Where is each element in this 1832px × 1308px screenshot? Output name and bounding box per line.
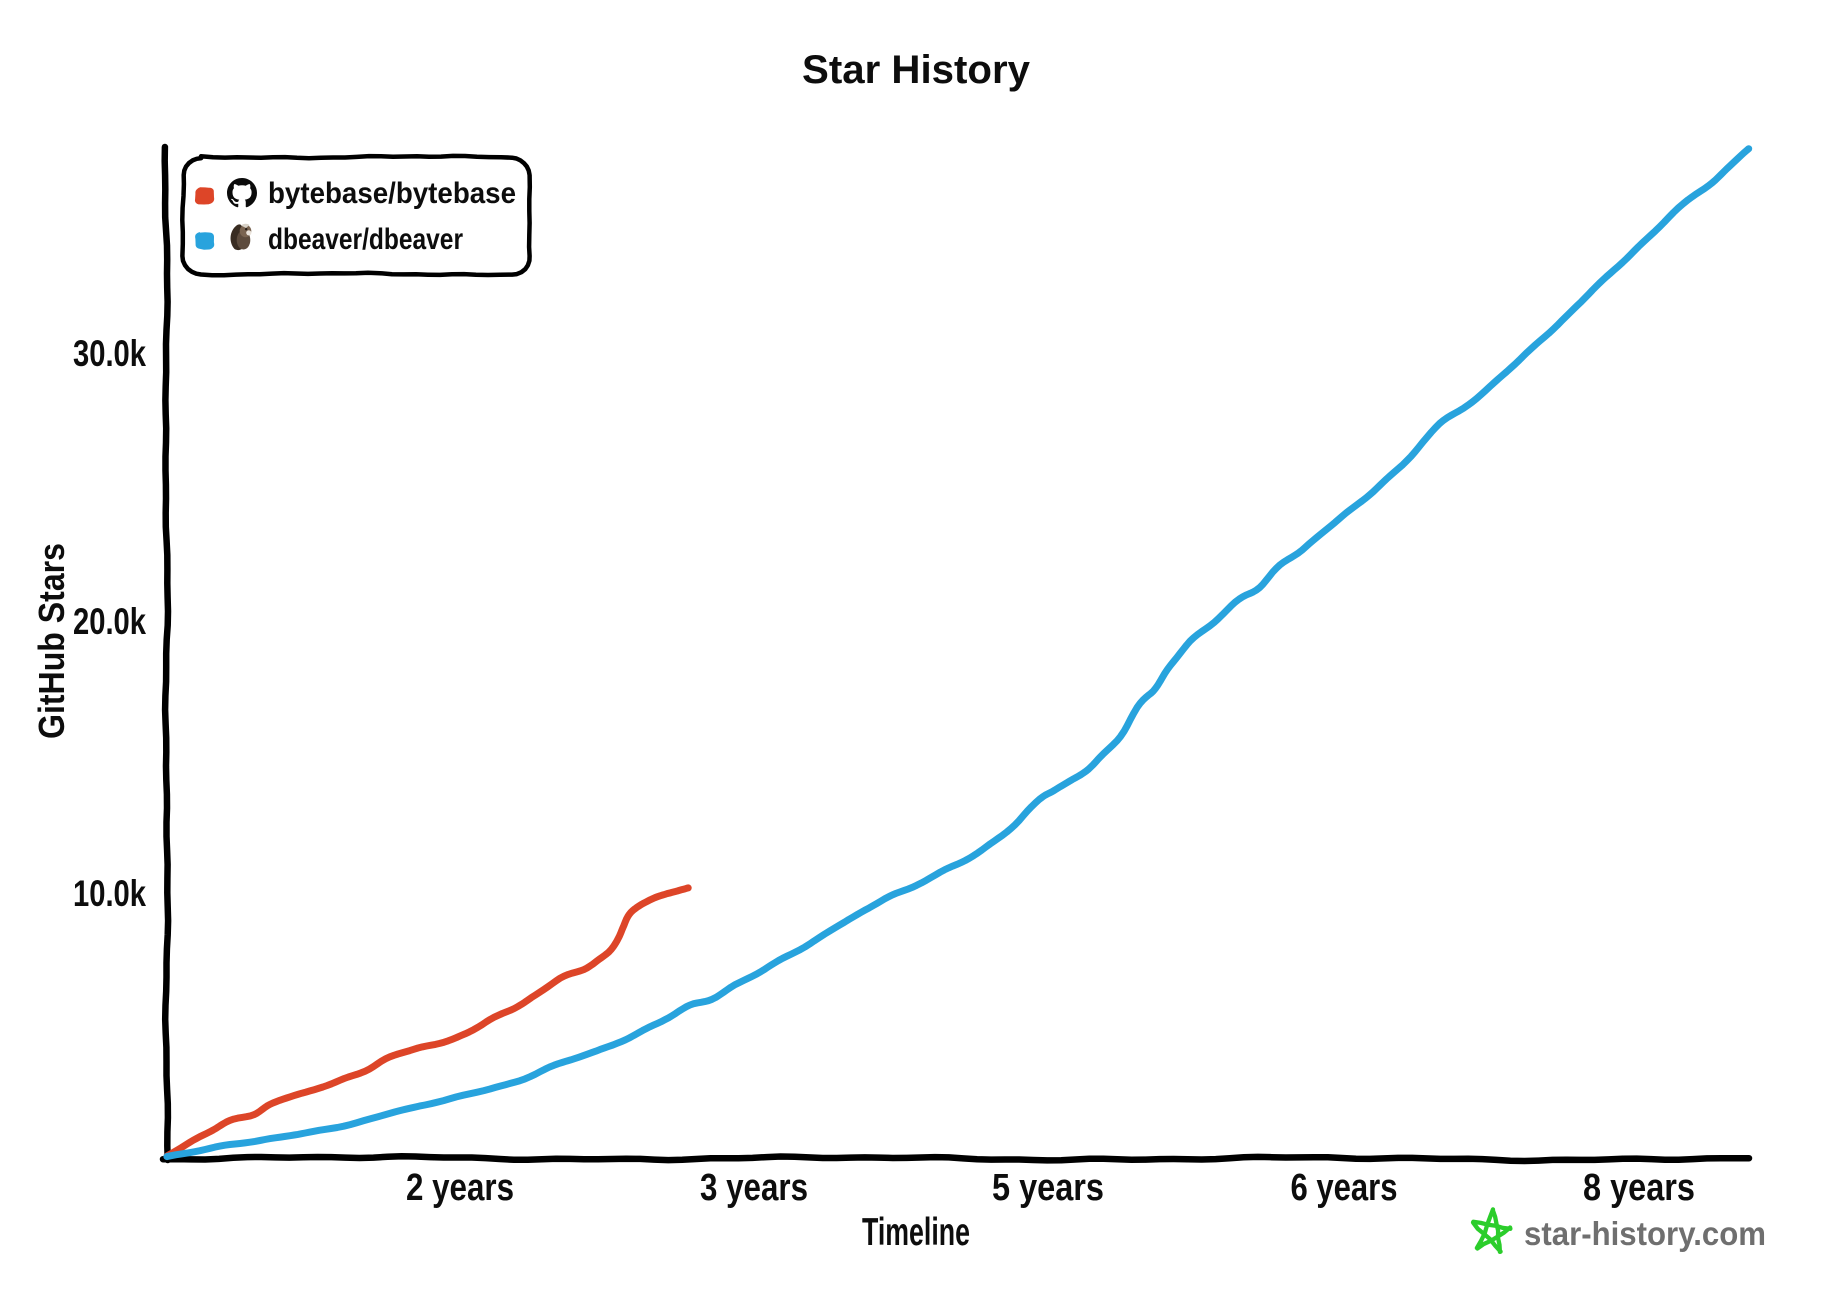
svg-text:8 years: 8 years (1583, 1167, 1695, 1209)
svg-text:30.0k: 30.0k (73, 333, 146, 374)
svg-text:6 years: 6 years (1291, 1167, 1398, 1209)
svg-text:dbeaver/dbeaver: dbeaver/dbeaver (268, 223, 463, 256)
svg-text:20.0k: 20.0k (73, 601, 146, 642)
svg-text:3 years: 3 years (700, 1167, 808, 1209)
svg-text:GitHub Stars: GitHub Stars (31, 543, 72, 739)
svg-text:2 years: 2 years (406, 1167, 514, 1209)
svg-text:star-history.com: star-history.com (1524, 1215, 1766, 1252)
svg-text:bytebase/bytebase: bytebase/bytebase (268, 177, 516, 210)
svg-text:5 years: 5 years (992, 1167, 1104, 1209)
svg-text:Timeline: Timeline (862, 1211, 970, 1254)
svg-text:10.0k: 10.0k (73, 873, 146, 914)
svg-text:Star History: Star History (802, 48, 1031, 92)
